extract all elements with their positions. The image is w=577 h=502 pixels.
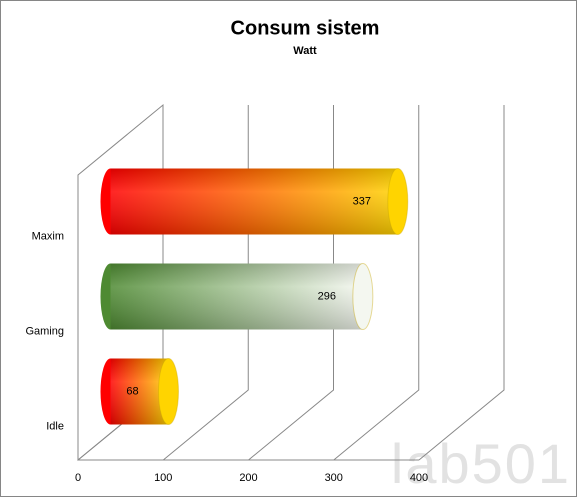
- bar-cap: [387, 168, 409, 235]
- bar-cap: [157, 358, 179, 425]
- grid-line: [333, 105, 420, 461]
- value-label: 337: [353, 195, 371, 207]
- bar-shade: [110, 263, 363, 330]
- x-tick-label: 400: [410, 472, 428, 484]
- value-label: 68: [126, 385, 138, 397]
- bar-shade: [110, 168, 398, 235]
- y-tick-label: Maxim: [32, 230, 64, 242]
- y-tick-label: Gaming: [25, 325, 64, 337]
- x-tick-label: 0: [75, 472, 81, 484]
- chart-subtitle: Watt: [293, 45, 317, 57]
- grid-line: [418, 105, 505, 461]
- watermark: lab501: [391, 432, 571, 495]
- x-tick-label: 100: [154, 472, 172, 484]
- x-tick-label: 300: [325, 472, 343, 484]
- y-tick-label: Idle: [46, 420, 64, 432]
- bar-cap: [352, 263, 374, 330]
- chart-title: Consum sistem: [231, 17, 380, 39]
- x-tick-label: 200: [239, 472, 257, 484]
- value-label: 296: [318, 290, 336, 302]
